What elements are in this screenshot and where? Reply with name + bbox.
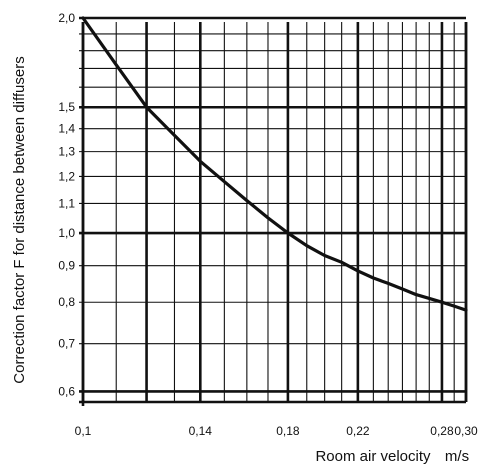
x-tick-label: 0,1	[75, 424, 92, 438]
y-tick-label: 1,1	[58, 196, 75, 210]
y-tick-label: 1,5	[58, 100, 75, 114]
x-tick-label: 0,28	[430, 424, 454, 438]
x-tick-label: 0,14	[189, 424, 213, 438]
x-tick-label: 0,22	[346, 424, 370, 438]
x-axis-title: Room air velocity	[315, 448, 431, 465]
y-tick-label: 2,0	[58, 11, 75, 25]
y-tick-label: 0,6	[58, 384, 75, 398]
y-tick-label: 0,7	[58, 337, 75, 351]
y-tick-label: 0,8	[58, 295, 75, 309]
tick-layer: 2,0 1,5 1,4 1,3 1,2 1,1 1,0 0,9 0,8 0,7 0,6 0,1 0,14…	[58, 11, 478, 438]
series-layer	[81, 16, 468, 312]
y-tick-label: 1,3	[58, 145, 75, 159]
x-tick-label: 0,30	[454, 424, 478, 438]
grid-layer	[79, 16, 468, 406]
y-tick-label: 1,0	[58, 226, 75, 240]
y-tick-label: 0,9	[58, 259, 75, 273]
y-tick-label: 1,2	[58, 169, 75, 183]
x-axis-unit: m/s	[445, 448, 469, 465]
x-tick-label: 0,18	[276, 424, 300, 438]
y-axis-title: Correction factor F for distance between…	[11, 56, 28, 383]
y-tick-label: 1,4	[58, 122, 75, 136]
series-line	[81, 16, 468, 312]
